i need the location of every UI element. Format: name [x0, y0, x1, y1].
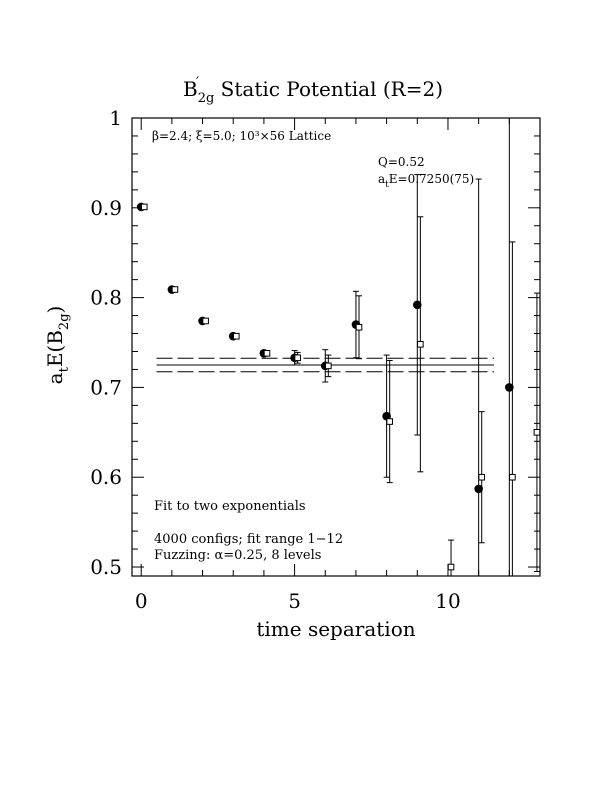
data-markers: [136, 202, 541, 571]
y-tick-label: 1: [109, 106, 122, 130]
data-point-square: [140, 203, 148, 211]
data-point-square: [386, 418, 393, 425]
data-point-square: [533, 429, 541, 436]
data-point-square: [233, 332, 240, 340]
data-point-square: [263, 349, 271, 357]
data-point-circle: [505, 383, 514, 392]
y-tick-label: 0.7: [90, 375, 122, 399]
energy-annotation: atE=0.7250(75): [378, 172, 474, 190]
data-point-square: [478, 473, 486, 481]
configs-annotation: 4000 configs; fit range 1−12: [154, 532, 343, 547]
q-value-annotation: Q=0.52: [378, 155, 425, 169]
data-point-square: [355, 323, 363, 331]
plot-frame: [131, 117, 541, 577]
data-point-square: [509, 473, 516, 481]
tick-labels: 0 5 10 0.5 0.6 0.7 0.8 0.9 1: [90, 106, 461, 613]
data-point-square: [325, 362, 332, 370]
svg-text:atE(B2g): atE(B2g): [43, 306, 72, 385]
data-point-circle: [412, 300, 422, 310]
y-tick-label: 0.6: [90, 465, 122, 489]
data-point-circle: [474, 484, 483, 494]
data-point-square: [202, 317, 209, 325]
data-point-square: [171, 286, 179, 293]
lattice-annotation: β=2.4; ξ=5.0; 10³×56 Lattice: [152, 129, 331, 143]
prime-mark: ′: [196, 75, 199, 90]
data-point-square: [294, 354, 301, 362]
y-axis-label: atE(B2g): [43, 306, 72, 385]
fit-method-annotation: Fit to two exponentials: [154, 499, 306, 514]
chart-title: B2g Static Potential (R=2): [183, 77, 443, 106]
data-point-square: [447, 563, 455, 571]
x-tick-label: 5: [288, 589, 301, 613]
data-point-square: [417, 341, 424, 348]
y-tick-label: 0.5: [90, 555, 122, 579]
x-tick-label: 10: [435, 589, 460, 613]
x-axis-label: time separation: [256, 617, 415, 641]
y-tick-label: 0.8: [90, 286, 122, 310]
x-tick-label: 0: [135, 589, 148, 613]
fuzzing-annotation: Fuzzing: α=0.25, 8 levels: [154, 548, 321, 563]
y-tick-label: 0.9: [90, 196, 122, 220]
